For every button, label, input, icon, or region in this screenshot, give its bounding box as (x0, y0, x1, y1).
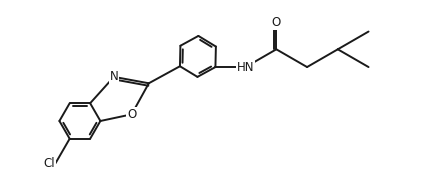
Text: O: O (127, 108, 136, 121)
Text: O: O (272, 16, 281, 29)
Text: HN: HN (237, 61, 254, 73)
Text: N: N (109, 70, 118, 83)
Text: Cl: Cl (44, 157, 56, 170)
